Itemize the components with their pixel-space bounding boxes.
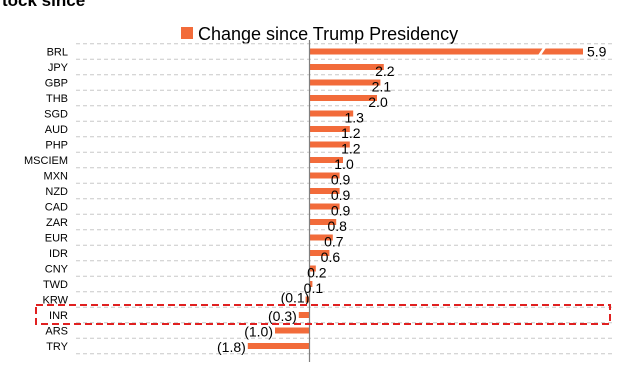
legend-swatch (181, 27, 193, 39)
data-label-brl: 5.9 (587, 44, 607, 60)
category-label-eur: EUR (45, 233, 68, 245)
data-label-php: 1.2 (341, 141, 361, 157)
data-label-aud: 1.2 (341, 125, 361, 141)
bar-brl (309, 48, 583, 55)
category-label-msciem: MSCIEM (24, 155, 68, 167)
bar-try (247, 343, 309, 349)
data-label-thb: 2.0 (368, 94, 388, 110)
bar-sgd (309, 110, 354, 117)
data-label-eur: 0.7 (324, 234, 344, 250)
bar-msciem (309, 157, 343, 163)
bar-nzd (309, 188, 340, 194)
bar-krw (305, 296, 309, 303)
bar-cny (309, 265, 316, 272)
data-label-zar: 0.8 (327, 218, 347, 234)
axis-break-mark (536, 44, 548, 59)
category-label-cny: CNY (45, 264, 69, 276)
category-label-brl: BRL (47, 47, 68, 59)
category-label-aud: AUD (45, 124, 68, 136)
bar-cad (309, 203, 340, 210)
bar-thb (309, 95, 377, 101)
data-label-sgd: 1.3 (344, 110, 364, 126)
bar-jpy (309, 64, 384, 70)
data-label-gbp: 2.1 (372, 79, 392, 95)
category-label-zar: ZAR (46, 217, 68, 229)
data-label-try: (1.8) (217, 339, 246, 355)
bar-mxn (309, 172, 340, 179)
bar-gbp (309, 79, 381, 86)
bar-eur (309, 234, 333, 241)
category-label-twd: TWD (43, 279, 68, 291)
highlight-box (35, 304, 611, 325)
category-label-nzd: NZD (45, 186, 68, 198)
data-label-jpy: 2.2 (375, 63, 395, 79)
category-label-inr: INR (49, 310, 68, 322)
category-label-php: PHP (45, 140, 68, 152)
category-label-gbp: GBP (45, 78, 68, 90)
category-label-krw: KRW (43, 295, 69, 307)
category-label-sgd: SGD (44, 109, 68, 121)
bar-aud (309, 126, 350, 132)
data-label-krw: (0.1) (281, 290, 310, 306)
bar-idr (309, 250, 330, 256)
data-label-nzd: 0.9 (331, 187, 351, 203)
data-label-idr: 0.6 (321, 249, 341, 265)
category-label-jpy: JPY (48, 62, 69, 74)
data-label-msciem: 1.0 (334, 156, 354, 172)
category-label-try: TRY (46, 341, 68, 353)
data-label-inr: (0.3) (268, 308, 297, 324)
bar-inr (298, 312, 309, 318)
legend-label: Change since Trump Presidency (198, 24, 458, 44)
bar-twd (309, 281, 313, 287)
bar-php (309, 141, 350, 148)
data-label-ars: (1.0) (244, 324, 273, 340)
data-label-twd: 0.1 (304, 280, 324, 296)
bar-ars (275, 327, 309, 334)
top-title: tock since (2, 0, 86, 10)
category-label-cad: CAD (45, 202, 68, 214)
data-label-mxn: 0.9 (331, 172, 351, 188)
data-label-cny: 0.2 (307, 265, 327, 281)
category-label-mxn: MXN (44, 171, 69, 183)
legend: Change since Trump Presidency (181, 24, 458, 44)
category-label-thb: THB (46, 93, 68, 105)
data-label-cad: 0.9 (331, 203, 351, 219)
category-label-ars: ARS (45, 326, 68, 338)
bar-zar (309, 219, 337, 225)
category-label-idr: IDR (49, 248, 68, 260)
